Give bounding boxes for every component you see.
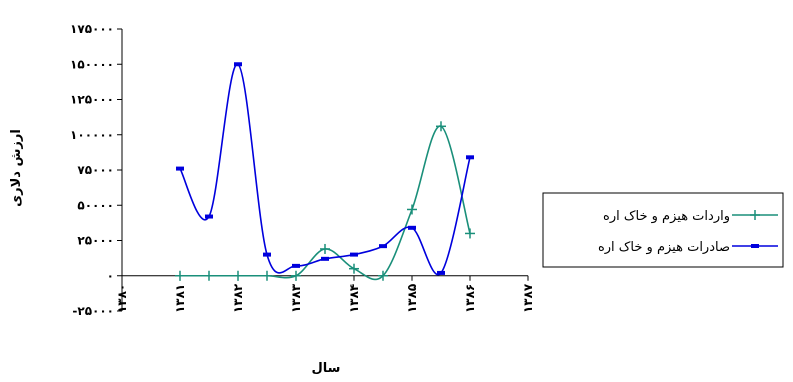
data-point (466, 155, 474, 159)
y-tick-label: -۲۵۰۰۰ (72, 304, 114, 318)
data-point (465, 228, 475, 238)
x-tick-label: ۱۳۸۲ (231, 283, 245, 313)
y-tick-label: ۰ (107, 269, 114, 283)
data-point (350, 253, 358, 257)
series-layer (175, 62, 475, 281)
data-point (407, 204, 417, 214)
y-tick-label: ۲۵۰۰۰ (77, 234, 114, 248)
y-tick-label: ۵۰۰۰۰ (77, 198, 114, 212)
data-point (205, 215, 213, 219)
legend-label: واردات هیزم و خاک اره (603, 209, 730, 224)
data-point (321, 257, 329, 261)
legend-marker (751, 244, 759, 248)
x-axis-title: سال (312, 361, 341, 376)
x-tick-label: ۱۳۸۴ (347, 284, 361, 313)
legend: واردات هیزم و خاک اره صادرات هیزم و خاک ا… (543, 193, 783, 267)
y-tick-label: ۱۷۵۰۰۰ (70, 22, 114, 36)
data-point (262, 271, 272, 281)
y-tick-label: ۱۲۵۰۰۰ (70, 93, 114, 107)
y-axis-tick-marks (117, 29, 122, 311)
series-line (180, 64, 470, 275)
y-tick-label: ۷۵۰۰۰ (77, 163, 114, 177)
x-tick-label: ۱۳۸۶ (463, 284, 477, 313)
y-tick-label: ۱۰۰۰۰۰ (70, 128, 114, 142)
data-point (176, 167, 184, 171)
data-point (291, 271, 301, 281)
data-point (233, 271, 243, 281)
data-point (292, 264, 300, 268)
data-point (379, 244, 387, 248)
x-tick-label: ۱۳۸۷ (521, 283, 535, 313)
data-point (349, 264, 359, 274)
x-tick-label: ۱۳۸۳ (289, 283, 303, 313)
data-point (437, 271, 445, 275)
series-2 (176, 62, 474, 275)
y-axis-title: ارزش دلاری (9, 129, 24, 207)
data-point (204, 271, 214, 281)
data-point (234, 62, 242, 66)
x-axis-tick-labels: ۱۳۸۰ ۱۳۸۱ ۱۳۸۲ ۱۳۸۳ ۱۳۸۴ ۱۳۸۵ ۱۳۸۶ ۱۳۸۷ (115, 283, 535, 313)
legend-box (543, 193, 783, 267)
y-tick-label: ۱۵۰۰۰۰ (70, 57, 114, 71)
x-tick-label: ۱۳۸۵ (405, 284, 419, 313)
data-point (408, 226, 416, 230)
x-tick-label: ۱۳۸۱ (173, 284, 187, 313)
data-point (175, 271, 185, 281)
data-point (320, 244, 330, 254)
y-axis-tick-labels: -۲۵۰۰۰ ۰ ۲۵۰۰۰ ۵۰۰۰۰ ۷۵۰۰۰ ۱۰۰۰۰۰ ۱۲۵۰۰۰ ۱۵۰۰۰۰… (70, 22, 114, 318)
legend-label: صادرات هیزم و خاک اره (598, 240, 730, 255)
data-point (263, 253, 271, 257)
